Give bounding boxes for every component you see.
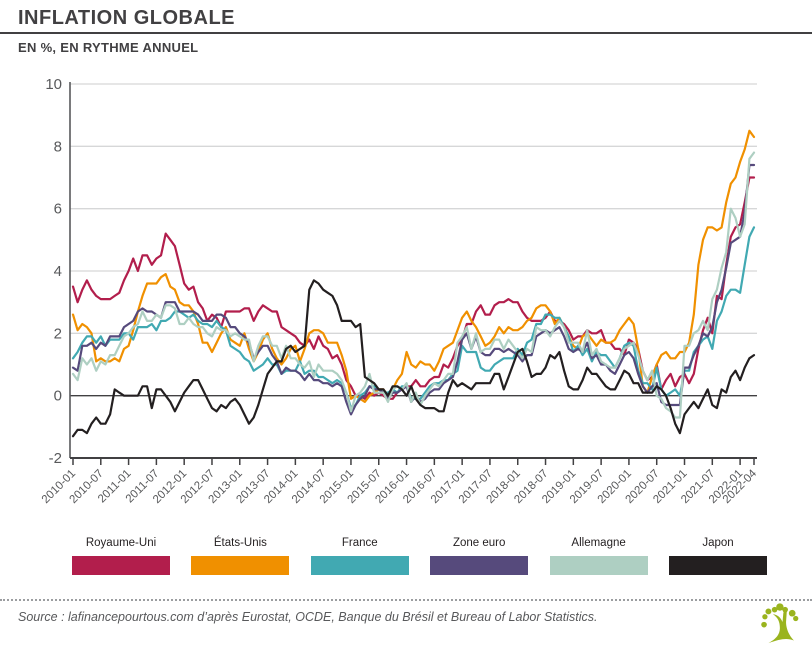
legend-item-france: France [310, 535, 409, 575]
y-tick-label: 4 [54, 263, 62, 280]
series-line--tats-unis [71, 129, 756, 403]
series-line-japon [71, 279, 756, 438]
legend-label: Royaume-Uni [85, 537, 157, 549]
legend-color-swatch [191, 556, 290, 575]
y-tick-label: 2 [54, 325, 62, 342]
legend-color-swatch [549, 556, 648, 575]
y-tick-label: 8 [54, 138, 62, 155]
title-divider [0, 32, 812, 34]
dotted-divider [0, 599, 812, 601]
legend-item-japon: Japon [669, 535, 767, 575]
lafinancepourtous-tree-icon [761, 603, 799, 644]
legend-color-swatch [430, 556, 529, 575]
series-line-allemagne [71, 151, 756, 419]
legend-label: Japon [702, 537, 734, 549]
inflation-line-chart: -202468102010-012010-072011-012011-07201… [40, 76, 760, 506]
legend-color-swatch [310, 556, 409, 575]
legend-label: États-Unis [213, 537, 267, 549]
legend-label: Zone euro [452, 537, 506, 549]
y-tick-label: 6 [54, 201, 62, 218]
legend-color-swatch [669, 556, 767, 575]
legend-label: France [341, 537, 378, 549]
legend-item--tats-unis: États-Unis [191, 535, 290, 575]
legend-item-allemagne: Allemagne [549, 535, 648, 575]
source-text: Source : lafinancepourtous.com d’après E… [18, 610, 598, 624]
y-tick-label: 0 [54, 388, 62, 405]
page-title: INFLATION GLOBALE [18, 7, 235, 29]
page-subtitle: EN %, EN RYTHME ANNUEL [18, 40, 199, 55]
chart-legend: Royaume-Uni États-Unis France Zone euro Alle… [0, 535, 812, 585]
legend-label: Allemagne [571, 537, 626, 549]
legend-item-zone-euro: Zone euro [430, 535, 529, 575]
y-tick-label: -2 [49, 450, 62, 467]
y-tick-label: 10 [45, 76, 62, 93]
legend-item-royaume-uni: Royaume-Uni [72, 535, 170, 575]
legend-color-swatch [72, 556, 170, 575]
